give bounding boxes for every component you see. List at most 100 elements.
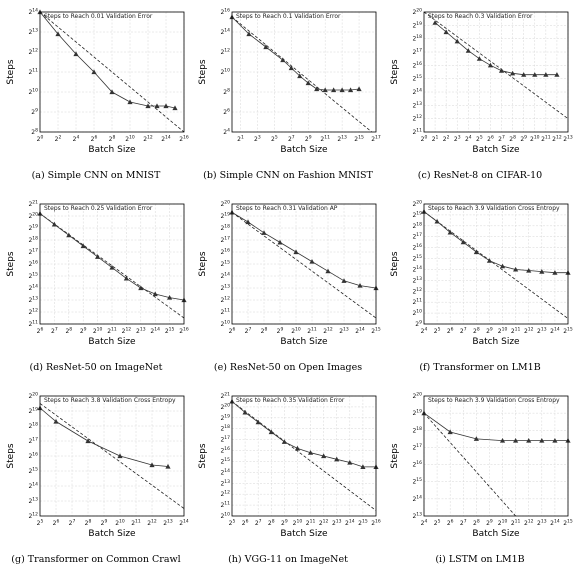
y-tick-label: 219 — [28, 407, 38, 416]
subfigure-caption: (i) LSTM on LM1B — [435, 554, 525, 565]
data-point-marker — [454, 38, 460, 44]
x-tick-label: 21 — [237, 135, 244, 144]
x-tick-label: 216 — [371, 519, 381, 528]
data-point-marker — [331, 87, 337, 93]
y-axis-label: Steps — [6, 59, 16, 84]
y-tick-label: 29 — [31, 108, 38, 117]
x-tick-label: 24 — [421, 519, 428, 528]
y-tick-label: 216 — [220, 248, 230, 257]
y-tick-label: 216 — [412, 61, 422, 70]
subplot-svg: 24 25 26 27 28 29 210 211 212 213 214 2152921021121… — [390, 200, 573, 348]
x-tick-label: 27 — [245, 327, 252, 336]
plot-title: Steps to Reach 3.9 Validation Cross Entr… — [428, 205, 560, 212]
x-tick-label: 29 — [486, 519, 493, 528]
y-tick-label: 218 — [28, 236, 38, 245]
ideal-scaling-line — [424, 211, 568, 319]
x-tick-label: 27 — [498, 135, 505, 144]
subplot-2: 21 23 25 27 29 211 213 215 217 24 26 28 210 212 214 216… — [192, 0, 384, 192]
data-point-marker — [109, 265, 115, 270]
data-point-marker — [91, 69, 97, 75]
x-tick-label: 24 — [421, 327, 428, 336]
data-point-marker — [334, 456, 340, 462]
x-axis-label: Batch Size — [472, 529, 520, 539]
x-tick-label: 211 — [320, 135, 330, 144]
subplot-1: 20 22 24 26 28 210 212 214 216 28 29 210 211 212 213 21… — [0, 0, 192, 192]
x-tick-label: 29 — [486, 327, 493, 336]
x-tick-label: 211 — [511, 519, 521, 528]
x-tick-label: 28 — [473, 327, 480, 336]
y-tick-label: 215 — [412, 254, 422, 263]
y-axis-label: Steps — [6, 443, 16, 468]
y-tick-label: 218 — [220, 424, 230, 433]
data-point-marker — [163, 103, 169, 109]
x-tick-label: 26 — [53, 519, 60, 528]
steps-series-line — [39, 11, 176, 109]
x-tick-label: 29 — [520, 135, 527, 144]
y-tick-label: 211 — [220, 308, 230, 317]
plot-title: Steps to Reach 3.8 Validation Cross Entr… — [44, 397, 176, 404]
y-tick-label: 213 — [220, 479, 230, 488]
x-tick-label: 29 — [80, 327, 87, 336]
x-axis-label: Batch Size — [280, 145, 328, 155]
y-tick-label: 220 — [412, 392, 422, 401]
x-tick-label: 26 — [229, 327, 236, 336]
ideal-scaling-line — [40, 12, 184, 132]
subplot-svg: 25 26 27 28 29 210 211 212 213 214 215 216210211212… — [198, 392, 381, 540]
x-axis-label: Batch Size — [88, 529, 136, 539]
plot-title: Steps to Reach 0.25 Validation Error — [44, 205, 153, 212]
plot-frame — [231, 11, 377, 133]
plot-title: Steps to Reach 0.3 Validation Error — [428, 13, 533, 20]
x-tick-label: 21 — [432, 135, 439, 144]
x-tick-label: 211 — [541, 135, 551, 144]
data-point-marker — [261, 230, 267, 235]
y-tick-label: 210 — [220, 68, 230, 77]
x-axis-label: Batch Size — [472, 145, 520, 155]
y-tick-label: 217 — [220, 236, 230, 245]
y-axis-label: Steps — [198, 59, 208, 84]
x-tick-label: 210 — [498, 519, 508, 528]
x-tick-label: 28 — [473, 519, 480, 528]
plot-title: Steps to Reach 0.35 Validation Error — [236, 397, 345, 404]
x-tick-label: 23 — [454, 135, 461, 144]
data-point-marker — [322, 87, 328, 93]
y-tick-label: 220 — [220, 402, 230, 411]
data-point-marker — [360, 464, 366, 469]
x-tick-label: 215 — [563, 327, 573, 336]
y-tick-label: 214 — [28, 8, 38, 17]
x-tick-label: 27 — [288, 135, 295, 144]
y-axis-label: Steps — [390, 443, 400, 468]
ideal-scaling-line — [424, 412, 516, 516]
y-tick-label: 219 — [220, 212, 230, 221]
y-tick-label: 215 — [28, 272, 38, 281]
y-tick-label: 216 — [28, 452, 38, 461]
x-tick-label: 210 — [125, 135, 135, 144]
y-tick-label: 24 — [223, 128, 230, 137]
data-point-marker — [473, 249, 479, 255]
y-tick-label: 221 — [28, 200, 38, 209]
data-point-marker — [145, 103, 151, 109]
subplot-3: 20 21 22 23 24 25 26 27 28 29 210 211 212 213 211 212 21… — [384, 0, 576, 192]
y-tick-label: 214 — [412, 494, 422, 503]
data-point-marker — [66, 232, 72, 238]
data-point-marker — [465, 48, 471, 53]
x-tick-label: 214 — [345, 519, 355, 528]
subplot-svg: 24 25 26 27 28 29 210 211 212 213 214 2152132142152… — [390, 392, 573, 540]
steps-series-line — [231, 401, 376, 468]
y-axis-label: Steps — [390, 59, 400, 84]
y-tick-label: 215 — [220, 260, 230, 269]
y-tick-label: 217 — [412, 48, 422, 57]
x-tick-label: 213 — [537, 519, 547, 528]
y-tick-label: 216 — [220, 446, 230, 455]
y-tick-label: 213 — [412, 512, 422, 521]
y-tick-label: 220 — [412, 200, 422, 209]
x-tick-label: 213 — [332, 519, 342, 528]
plot-frame — [423, 203, 569, 325]
subplot-svg: 26 27 28 29 210 211 212 213 214 215 216 211 212 213 21… — [6, 200, 189, 348]
steps-series-line — [423, 211, 568, 274]
x-tick-label: 26 — [37, 327, 44, 336]
y-tick-label: 217 — [28, 248, 38, 257]
x-tick-label: 20 — [37, 135, 44, 144]
x-tick-label: 25 — [434, 327, 441, 336]
subplot-9: 24 25 26 27 28 29 210 211 212 213 214 215 213 214 215 2… — [384, 384, 576, 576]
subfigure-caption: (g) Transformer on Common Crawl — [11, 554, 181, 565]
